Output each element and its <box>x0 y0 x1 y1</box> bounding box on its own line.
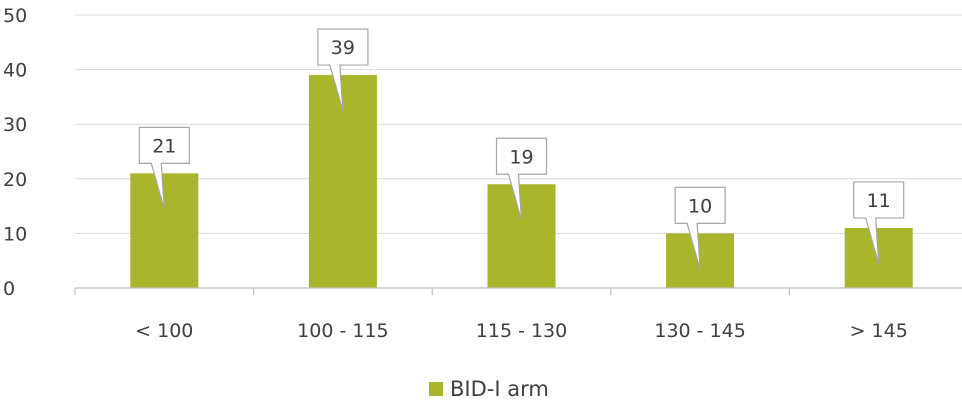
data-label: 19 <box>509 146 533 168</box>
data-label-callout <box>495 137 548 221</box>
data-label-callout <box>853 181 905 265</box>
gridlines <box>75 14 962 234</box>
bar <box>487 184 556 288</box>
x-tick-label: 130 - 145 <box>654 320 745 342</box>
y-tick-label: 50 <box>3 5 27 27</box>
data-label-callout <box>138 126 190 210</box>
data-label: 21 <box>152 135 176 157</box>
data-label: 10 <box>688 195 712 217</box>
y-axis-tick-labels: 0 10 20 30 40 50 <box>3 5 27 300</box>
x-axis <box>74 287 962 295</box>
x-tick-label: 100 - 115 <box>297 320 388 342</box>
x-tick-label: > 145 <box>850 320 908 342</box>
y-tick-label: 20 <box>3 169 27 191</box>
x-tick-label: 115 - 130 <box>476 320 567 342</box>
y-tick-label: 40 <box>3 60 27 82</box>
y-tick-label: 30 <box>3 114 27 136</box>
x-axis-tick-labels: < 100 100 - 115 115 - 130 130 - 145 > 145 <box>135 320 908 342</box>
y-tick-label: 0 <box>3 278 15 300</box>
x-tick-label: < 100 <box>135 320 193 342</box>
data-label: 39 <box>331 37 355 59</box>
y-tick-label: 10 <box>3 223 27 245</box>
legend-swatch <box>429 382 443 396</box>
bars <box>130 75 913 288</box>
legend-label: BID-I arm <box>450 377 549 401</box>
legend: BID-I arm <box>429 377 549 401</box>
data-label-callout <box>674 186 726 270</box>
data-label: 11 <box>867 190 891 212</box>
data-label-callout <box>317 28 369 112</box>
data-label-callouts: 21 39 19 10 11 <box>138 28 905 270</box>
bar <box>130 173 199 288</box>
